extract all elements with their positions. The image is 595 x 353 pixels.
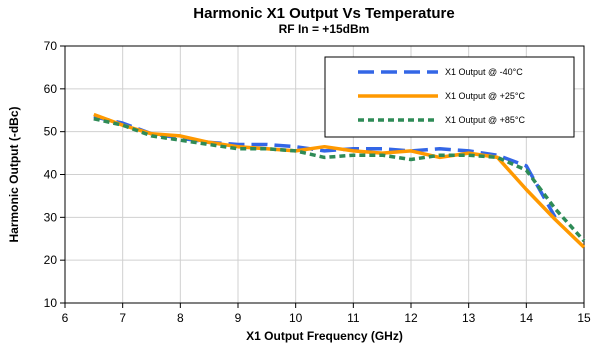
series-line-3 [93,117,586,243]
x-tick-label: 15 [577,311,591,325]
x-tick-label: 7 [119,311,126,325]
x-tick-label: 6 [62,311,69,325]
y-tick-label: 30 [44,210,58,224]
x-tick-label: 14 [520,311,534,325]
y-tick-label: 20 [44,253,58,267]
series-line-2 [93,112,586,249]
chart-subtitle: RF In = +15dBm [279,22,370,36]
x-axis-label: X1 Output Frequency (GHz) [246,329,403,343]
y-tick-label: 40 [44,168,58,182]
series-layer [93,112,586,249]
x-axis: 6 7 8 9 10 11 12 13 14 15 [62,303,591,325]
x-tick-label: 9 [235,311,242,325]
x-tick-label: 11 [347,311,360,325]
y-axis: 10 20 30 40 50 60 70 [44,39,65,310]
legend-label-1: X1 Output @ -40°C [445,67,523,77]
chart-title: Harmonic X1 Output Vs Temperature [193,5,454,22]
x-tick-label: 8 [177,311,184,325]
legend: X1 Output @ -40°C X1 Output @ +25°C X1 Out… [324,56,575,138]
y-tick-label: 10 [44,296,58,310]
x-tick-label: 12 [404,311,418,325]
y-axis-label: Harmonic Output (-dBc) [7,107,21,243]
y-tick-label: 60 [44,82,58,96]
y-tick-label: 70 [44,39,58,53]
y-tick-label: 50 [44,125,58,139]
legend-label-3: X1 Output @ +85°C [445,115,526,125]
legend-label-2: X1 Output @ +25°C [445,91,526,101]
x-tick-label: 10 [289,311,303,325]
x-tick-label: 13 [462,311,476,325]
